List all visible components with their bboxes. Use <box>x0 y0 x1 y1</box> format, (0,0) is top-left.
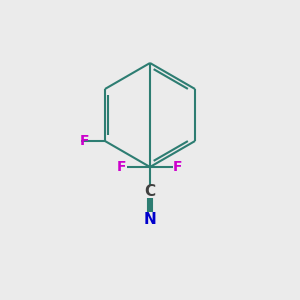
Text: N: N <box>144 212 156 227</box>
Text: C: C <box>144 184 156 200</box>
Text: F: F <box>80 134 90 148</box>
Text: F: F <box>173 160 183 174</box>
Text: F: F <box>117 160 127 174</box>
